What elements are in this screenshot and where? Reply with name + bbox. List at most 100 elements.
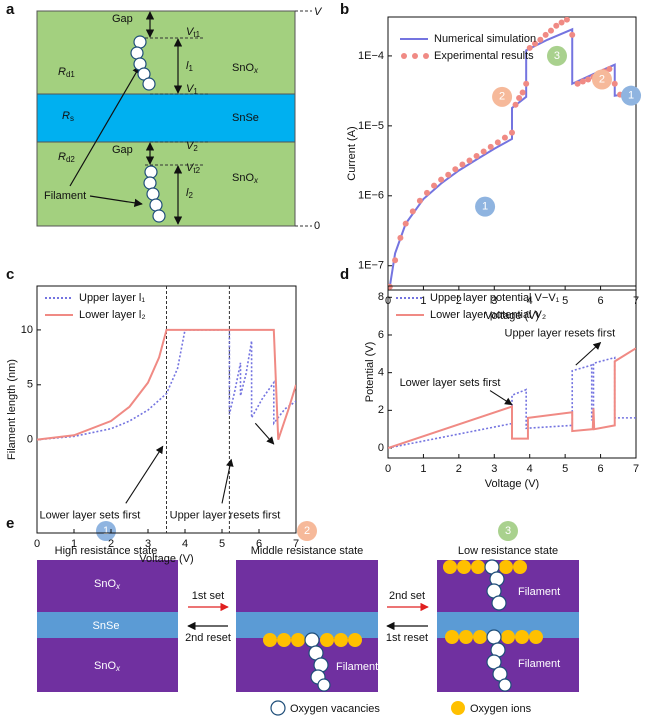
formula: SnO <box>94 660 116 672</box>
annotation-badge <box>475 196 496 217</box>
panel-label: b <box>340 1 349 18</box>
data-point <box>423 189 430 196</box>
data-point <box>516 95 523 102</box>
annotation-arrow <box>125 445 164 504</box>
formula: SnO <box>94 578 116 590</box>
annotation-label: Upper layer resets first <box>170 509 281 521</box>
layer-label: SnOx <box>94 578 121 591</box>
symbol: V <box>186 26 195 38</box>
x-tick-label: 6 <box>598 295 604 307</box>
x-tick-label: 5 <box>562 295 568 307</box>
x-tick-label: 1 <box>71 538 77 550</box>
state-badge <box>297 521 317 541</box>
data-point <box>466 157 473 164</box>
legend-swatch <box>423 53 429 59</box>
snse-layer <box>36 93 296 143</box>
x-tick-label: 7 <box>633 463 639 475</box>
subscript: d2 <box>66 155 75 164</box>
subscript: 1 <box>188 64 193 73</box>
legend-label: Lower layer potential V₂ <box>430 309 546 321</box>
state-title: Low resistance state <box>458 545 558 557</box>
x-tick-label: 5 <box>219 538 225 550</box>
annotation-badge <box>621 85 642 106</box>
data-point <box>579 78 586 85</box>
state-badge <box>96 521 116 541</box>
panel-label: d <box>340 266 349 283</box>
legend-label: Lower layer l₂ <box>79 309 146 321</box>
annotation-label: 3 <box>554 50 560 62</box>
formula: SnO <box>232 172 254 184</box>
symbol: l <box>186 187 189 199</box>
oxygen-ions <box>263 560 543 647</box>
symbol: V <box>186 83 195 95</box>
x-axis-label: Voltage (V) <box>139 553 193 565</box>
plot-area <box>388 347 636 449</box>
legend-label: Numerical simulation <box>434 33 536 45</box>
x-tick-label: 0 <box>34 538 40 550</box>
annotation-badge <box>492 86 513 107</box>
data-point <box>526 44 533 51</box>
legend-vacancy <box>270 700 286 716</box>
legend-label: Oxygen vacancies <box>290 703 380 715</box>
state-title: Middle resistance state <box>251 545 364 557</box>
data-point <box>537 36 544 43</box>
plot-area <box>37 286 296 533</box>
state-badge <box>498 521 518 541</box>
y-tick-label: 10 <box>21 324 33 336</box>
data-point <box>438 176 445 183</box>
annotation-arrow <box>221 458 234 504</box>
transition-label: 1st reset <box>386 632 428 644</box>
transition-arrows <box>187 602 429 631</box>
vt2-label: Vt2 <box>186 162 201 175</box>
v1-label: V1 <box>186 83 198 96</box>
x-tick-label: 3 <box>491 463 497 475</box>
legend-swatch <box>401 53 407 59</box>
panel-e: e 1 2 3 High resistance state Middle res… <box>6 515 579 716</box>
l2-label: l2 <box>186 187 193 200</box>
data-point <box>388 283 393 290</box>
symbol: V <box>186 140 195 152</box>
data-point <box>585 76 592 83</box>
rd2-label: Rd2 <box>58 151 75 164</box>
subscript: x <box>115 582 121 591</box>
formula: SnO <box>232 62 254 74</box>
subscript: x <box>115 664 121 673</box>
x-tick-label: 4 <box>182 538 188 550</box>
data-point <box>569 31 576 38</box>
legend-label: Upper layer l₁ <box>79 292 145 304</box>
data-point <box>532 40 539 47</box>
x-tick-label: 1 <box>420 463 426 475</box>
filament-label: Filament <box>518 658 560 670</box>
x-axis-label: Voltage (V) <box>485 310 539 322</box>
x-tick-label: 0 <box>385 463 391 475</box>
data-point <box>416 197 423 204</box>
data-point <box>547 27 554 34</box>
legend-swatch <box>412 53 418 59</box>
y-tick-label: 5 <box>27 379 33 391</box>
series-line <box>388 27 636 287</box>
transition-label: 2nd set <box>389 590 425 602</box>
subscript: d1 <box>66 70 75 79</box>
legend-label: Oxygen ions <box>470 703 532 715</box>
series-line <box>37 328 296 441</box>
y-axis-label: Filament length (nm) <box>6 359 18 460</box>
state-number: 2 <box>304 525 310 537</box>
y-axis-label: Potential (V) <box>364 342 376 403</box>
y-tick-label: 8 <box>378 291 384 303</box>
state-number: 1 <box>103 525 109 537</box>
chart: d 0 1 2 3 4 5 6 7 0 2 4 6 8 Voltage (V) Potential (V) Up… <box>340 266 639 490</box>
rs-label: Rs <box>62 110 74 123</box>
subscript: 2 <box>193 144 198 153</box>
symbol: R <box>58 151 66 163</box>
y-tick-label: 0 <box>378 442 384 454</box>
x-tick-label: 2 <box>108 538 114 550</box>
dashed-levels <box>145 10 312 227</box>
annotation-arrow <box>254 422 275 445</box>
filament-label: Filament <box>336 661 378 673</box>
legend-label: Experimental results <box>434 50 534 62</box>
subscript: s <box>70 114 74 123</box>
annotation-label: 2 <box>599 73 605 85</box>
annotation-label: Lower layer sets first <box>39 509 140 521</box>
potential-label: 0 <box>314 220 320 232</box>
